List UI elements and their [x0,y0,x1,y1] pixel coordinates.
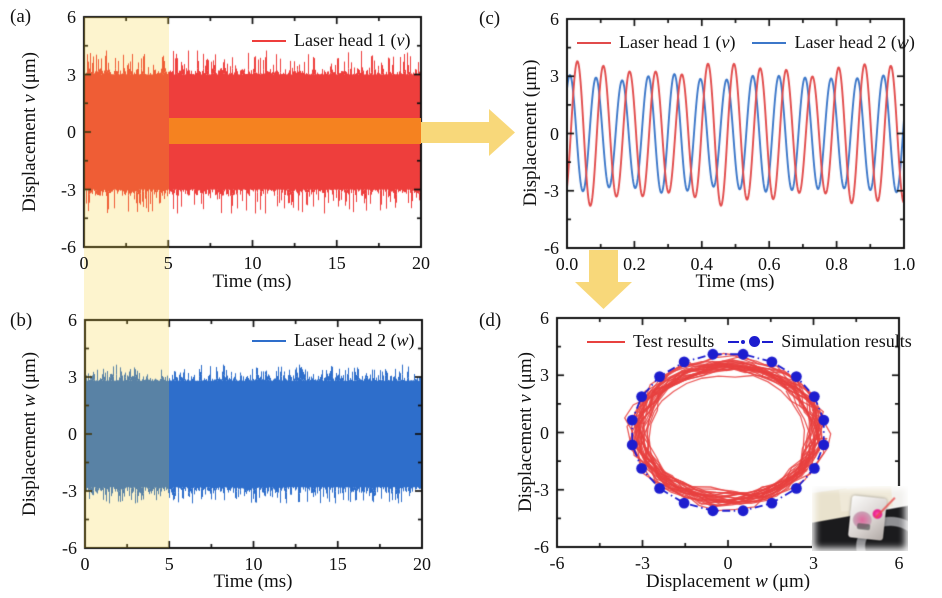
legend-label-variable: w [396,330,409,350]
y-tick-label: -6 [534,537,549,557]
blue-line-swatch-icon [252,339,286,342]
legend-label-variable: v [721,32,730,52]
zoom-arrow-down [589,250,618,283]
panel-d-legend: Test results Simulation results [587,331,912,352]
x-title-text: Displacement [645,571,756,592]
y-tick-label: 6 [550,9,559,29]
x-tick-label: 0 [723,553,733,573]
panel-c-tag: (c) [479,8,501,29]
legend-entry: Laser head 1 (v) [252,30,410,51]
x-tick-label: 0.0 [555,254,579,274]
panel-b-tag: (b) [10,310,33,331]
legend-entry: Test results [587,331,714,352]
x-tick-label: 0 [79,253,89,273]
x-tick-label: 3 [809,553,818,573]
legend-label: Laser head 2 ( [794,32,897,52]
x-tick-label: 1.0 [892,254,916,274]
x-tick-label: 6 [894,553,904,573]
legend-entry: Laser head 1 (v) [577,32,735,53]
zoom-arrow-right [421,122,489,143]
panel-a-x-axis-title: Time (ms) [212,271,292,292]
panel-c-x-axis-title: Time (ms) [695,271,775,292]
legend-entry: Laser head 2 (w) [252,330,414,351]
y-title-variable: w [19,394,40,407]
x-tick-label: 20 [412,253,430,273]
y-title-variable: v [19,94,40,103]
y-tick-label: -3 [544,180,559,201]
panel-b-x-axis-title: Time (ms) [213,571,293,592]
highlight-band [84,17,169,548]
dash-dot-circle-swatch-icon [728,336,774,347]
y-tick-label: 0 [67,122,76,142]
panel-a-legend: Laser head 1 (v) [252,30,410,51]
legend-entry: Laser head 2 (w) [752,32,915,53]
x-tick-label: 0.4 [690,254,714,274]
y-tick-label: 0 [550,123,559,144]
legend-label: Laser head 2 ( [294,330,397,350]
y-tick-label: -3 [534,479,549,500]
y-title-variable: v [515,394,536,403]
red-line-swatch-icon [577,41,611,44]
y-tick-label: 0 [68,424,77,444]
x-tick-label: 10 [244,554,263,574]
legend-label: ) [404,30,411,50]
legend-label: Laser head 1 ( [294,30,397,50]
legend-label: ) [408,330,415,350]
x-tick-label: 15 [328,554,347,574]
x-tick-label: 20 [413,554,431,574]
y-tick-label: 6 [67,7,76,27]
experiment-photo-inset [812,486,908,551]
x-tick-label: 5 [163,253,173,273]
legend-label-variable: v [396,30,405,50]
photo-fade-border [812,486,908,551]
x-tick-label: 10 [243,253,262,273]
y-tick-label: 3 [68,367,77,387]
x-title-variable: w [755,571,768,592]
panel-d-tag: (d) [479,310,502,331]
panel-c-legend: Laser head 1 (v) Laser head 2 (w) [577,32,915,53]
x-tick-label: 15 [327,253,346,273]
x-tick-label: 0.6 [757,254,781,274]
x-tick-label: -3 [635,553,650,573]
legend-label-variable: w [896,32,909,52]
x-tick-label: 0.8 [825,254,848,274]
legend-label: Laser head 1 ( [619,32,722,52]
panel-d-x-axis-title: Displacement w (μm) [646,571,810,593]
red-line-swatch-icon [252,39,286,42]
y-tick-label: 3 [550,66,559,87]
y-tick-label: 6 [540,308,549,328]
y-tick-label: -3 [61,179,76,200]
legend-label: Test results [633,331,715,351]
red-line-swatch-icon [587,340,625,343]
x-tick-label: 5 [164,554,174,574]
y-tick-label: 0 [540,422,549,443]
panel-b-legend: Laser head 2 (w) [252,330,414,351]
y-tick-label: -3 [62,481,77,501]
y-tick-label: -6 [544,238,559,258]
y-tick-label: -6 [61,237,76,257]
x-title-unit: (μm) [767,571,811,592]
panel-a-tag: (a) [10,6,32,27]
legend-entry: Simulation results [728,331,912,352]
blue-line-swatch-icon [752,41,787,44]
y-tick-label: 3 [67,64,76,85]
legend-label: ) [729,32,736,52]
y-tick-label: 6 [68,310,77,330]
legend-label: Simulation results [781,331,912,351]
x-tick-label: 0.2 [623,254,646,274]
legend-label: ) [908,32,915,52]
zoom-flow-band [169,118,421,144]
y-tick-label: 3 [540,365,549,386]
y-tick-label: -6 [62,538,77,558]
x-tick-label: 0 [80,554,90,574]
x-tick-label: -6 [549,553,565,573]
